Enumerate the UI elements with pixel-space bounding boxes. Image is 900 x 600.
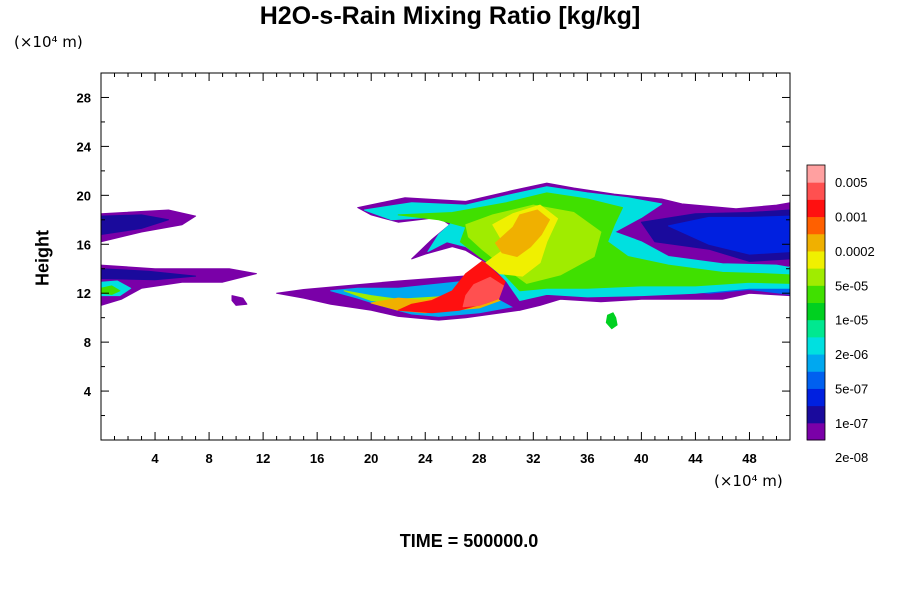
contour-region-12 — [462, 276, 505, 308]
x-tick-label: 24 — [418, 451, 433, 466]
colorbar-swatch — [807, 422, 825, 441]
x-tick-label: 44 — [688, 451, 703, 466]
x-tick-label: 32 — [526, 451, 540, 466]
colorbar-swatch — [807, 199, 825, 218]
colorbar: 0.005 0.001 0.0002 5e-05 1e-05 2e-06 5e-07 1e-0… — [806, 164, 875, 465]
time-label: TIME = 500000.0 — [399, 531, 539, 551]
x-tick-label: 8 — [205, 451, 212, 466]
x-tick-label: 40 — [634, 451, 648, 466]
y-tick-label: 12 — [77, 286, 91, 301]
colorbar-label: 5e-07 — [835, 381, 868, 396]
colorbar-frame — [806, 164, 826, 441]
x-tick-label: 20 — [364, 451, 378, 466]
data-field — [100, 73, 791, 440]
colorbar-label: 0.005 — [835, 175, 868, 190]
x-tick-label: 12 — [256, 451, 270, 466]
y-tick-label: 20 — [77, 188, 91, 203]
colorbar-label: 1e-07 — [835, 416, 868, 431]
y-axis-unit: (×10⁴ m) — [14, 33, 83, 51]
colorbar-label: 0.001 — [835, 210, 868, 225]
colorbar-label: 5e-05 — [835, 278, 868, 293]
y-tick-label: 28 — [77, 90, 91, 105]
contour-region-6 — [231, 295, 248, 306]
colorbar-swatch — [807, 302, 825, 321]
y-tick-label: 8 — [84, 335, 91, 350]
contour-region-21 — [495, 209, 550, 257]
colorbar-swatch — [807, 319, 825, 338]
y-tick-label: 24 — [77, 139, 92, 154]
colorbar-swatch — [807, 182, 825, 200]
colorbar-swatch — [807, 250, 825, 269]
x-tick-label: 16 — [310, 451, 324, 466]
colorbar-swatch — [807, 216, 825, 235]
y-tick-label: 4 — [84, 384, 92, 399]
x-tick-label: 36 — [580, 451, 594, 466]
colorbar-label: 0.0002 — [835, 244, 875, 259]
x-tick-label: 28 — [472, 451, 486, 466]
colorbar-swatch — [807, 371, 825, 389]
colorbar-label: 2e-08 — [835, 450, 868, 465]
x-tick-label: 4 — [151, 451, 159, 466]
colorbar-swatch — [807, 233, 825, 252]
colorbar-swatch — [807, 336, 825, 355]
contour-region-22 — [605, 312, 618, 330]
colorbar-swatch — [807, 285, 825, 303]
x-tick-label: 48 — [742, 451, 756, 466]
colorbar-label: 1e-05 — [835, 313, 868, 328]
colorbar-swatch — [807, 268, 825, 286]
y-tick-label: 16 — [77, 237, 91, 252]
colorbar-swatch — [807, 405, 825, 424]
colorbar-swatch — [807, 165, 825, 183]
colorbar-label: 2e-06 — [835, 347, 868, 362]
plot-frame — [100, 72, 791, 441]
colorbar-swatch — [807, 388, 825, 407]
x-axis-unit: (×10⁴ m) — [714, 472, 783, 490]
colorbar-swatch — [807, 354, 825, 372]
chart-title: H2O-s-Rain Mixing Ratio [kg/kg] — [259, 2, 641, 30]
